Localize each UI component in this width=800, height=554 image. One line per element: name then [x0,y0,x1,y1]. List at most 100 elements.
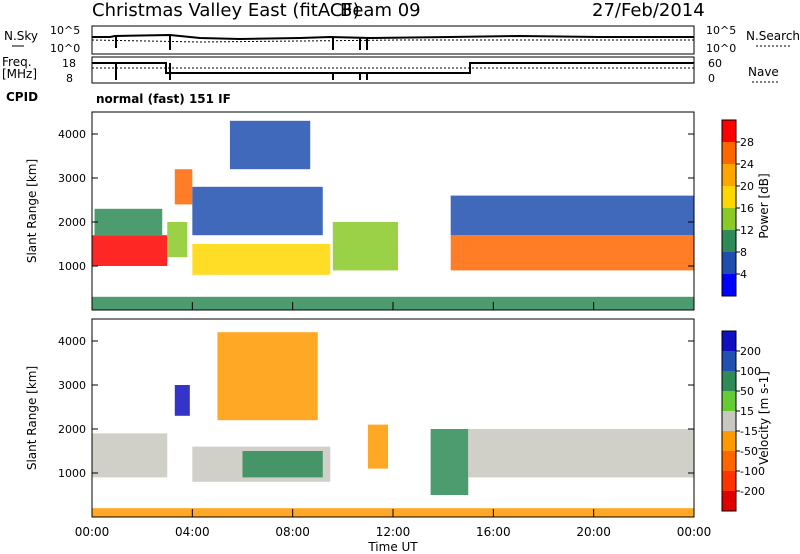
power-ylabel: Slant Range [km] [25,159,39,263]
heatmap-region [332,222,399,271]
y-tick-label: 4000 [58,128,86,141]
colorbar-swatch [722,208,736,231]
y-tick-label: 1000 [58,260,86,273]
colorbar-swatch [722,371,736,392]
nsky-trace [92,33,694,41]
power-yticks: 1000 2000 3000 4000 [58,128,694,273]
colorbar-swatch [722,351,736,372]
colorbar-tick-label: 12 [740,224,754,237]
colorbar-swatch [722,431,736,452]
freq-unit: [MHz] [2,67,37,81]
velocity-heatmap [92,332,694,517]
colorbar-tick-label: 4 [740,268,747,281]
nave-tick-bottom: 0 [708,72,715,85]
heatmap-region [229,120,311,170]
colorbar-frame [721,330,737,512]
x-tick-label: 12:00 [376,525,411,539]
heatmap-region [192,244,331,275]
cpid-label: CPID [6,90,38,104]
heatmap-region [468,429,694,478]
heatmap-region [450,235,694,271]
colorbar-tick-label: 16 [740,202,754,215]
y-tick-label: 2000 [58,423,86,436]
colorbar-tick-label: 50 [740,385,754,398]
y-tick-label: 3000 [58,379,86,392]
heatmap-region [367,424,388,469]
heatmap-region [217,332,318,421]
x-tick-label: 08:00 [275,525,310,539]
nsky-label: N.Sky [4,29,38,43]
colorbar-tick-label: 28 [740,136,754,149]
y-tick-label: 1000 [58,467,86,480]
heatmap-region [430,429,469,495]
freq-panel: Freq. [MHz] 18 8 60 0 Nave [2,55,779,85]
heatmap-region [92,235,168,266]
cpid-value: normal (fast) 151 IF [96,92,231,106]
x-tick-label: 00:00 [75,525,110,539]
heatmap-region [450,195,694,236]
freq-tick-top: 18 [62,57,76,70]
colorbar-swatch [722,230,736,253]
nsky-tick-bottom: 10^0 [50,42,80,55]
heatmap-region [167,222,188,258]
freq-gaps [115,63,368,80]
colorbar-swatch [722,120,736,143]
colorbar-swatch [722,331,736,352]
heatmap-region [174,385,190,416]
nsky-panel: N.Sky 10^5 10^0 10^5 10^0 N.Search [4,24,800,55]
nsearch-tick-top: 10^5 [706,24,736,37]
y-tick-label: 3000 [58,172,86,185]
freq-label: Freq. [2,55,32,69]
velocity-colorbar-label: Velocity [m s-1] [757,371,771,465]
power-heatmap [92,120,694,310]
date-title: 27/Feb/2014 [592,0,705,21]
nsky-tick-top: 10^5 [50,24,80,37]
colorbar-tick-label: 20 [740,180,754,193]
colorbar-swatch [722,252,736,275]
velocity-colorbar: 200 100 50 15 -15 -50 -100 -200 [721,330,765,512]
x-tick-label: 16:00 [476,525,511,539]
velocity-yticks: 1000 2000 3000 4000 [58,335,694,480]
colorbar-tick-label: -50 [740,445,758,458]
nsearch-tick-bottom: 10^0 [706,42,736,55]
power-colorbar: 28 24 20 16 12 8 4 [721,119,754,297]
station-title: Christmas Valley East (fitACF) [92,0,360,21]
colorbar-tick-label: 100 [740,365,761,378]
x-tick-label: 00:00 [677,525,712,539]
colorbar-tick-label: 8 [740,246,747,259]
x-axis-label: Time UT [367,540,418,554]
y-tick-label: 4000 [58,335,86,348]
colorbar-tick-label: -15 [740,425,758,438]
colorbar-tick-label: 24 [740,158,754,171]
power-panel: 1000 2000 3000 4000 Slant Range [km] [25,111,695,311]
velocity-ylabel: Slant Range [km] [25,366,39,470]
nave-tick-top: 60 [708,57,722,70]
colorbar-tick-label: -200 [740,485,765,498]
x-axis-ticks: 00:00 04:00 08:00 12:00 16:00 20:00 00:00 [75,302,712,539]
heatmap-region [242,451,323,478]
colorbar-swatch [722,186,736,209]
colorbar-swatch [722,142,736,165]
nsearch-label: N.Search [746,29,800,43]
velocity-panel: 1000 2000 3000 4000 Slant Range [km] [25,318,695,518]
heatmap-region [174,169,193,205]
x-tick-label: 04:00 [175,525,210,539]
y-tick-label: 2000 [58,216,86,229]
velocity-axes-frame [91,318,695,518]
colorbar-swatch [722,164,736,187]
colorbar-tick-label: 200 [740,345,761,358]
colorbar-tick-label: -100 [740,465,765,478]
beam-title: Beam 09 [340,0,421,21]
freq-tick-bottom: 8 [66,72,73,85]
nsearch-trace [91,39,694,43]
colorbar-tick-label: 15 [740,405,754,418]
heatmap-region [192,186,323,236]
colorbar-swatch [722,451,736,472]
colorbar-swatch [722,274,736,297]
nave-label: Nave [748,65,779,79]
power-colorbar-label: Power [dB] [757,173,771,238]
heatmap-region [92,433,168,478]
colorbar-swatch [722,391,736,412]
colorbar-swatch [722,471,736,492]
